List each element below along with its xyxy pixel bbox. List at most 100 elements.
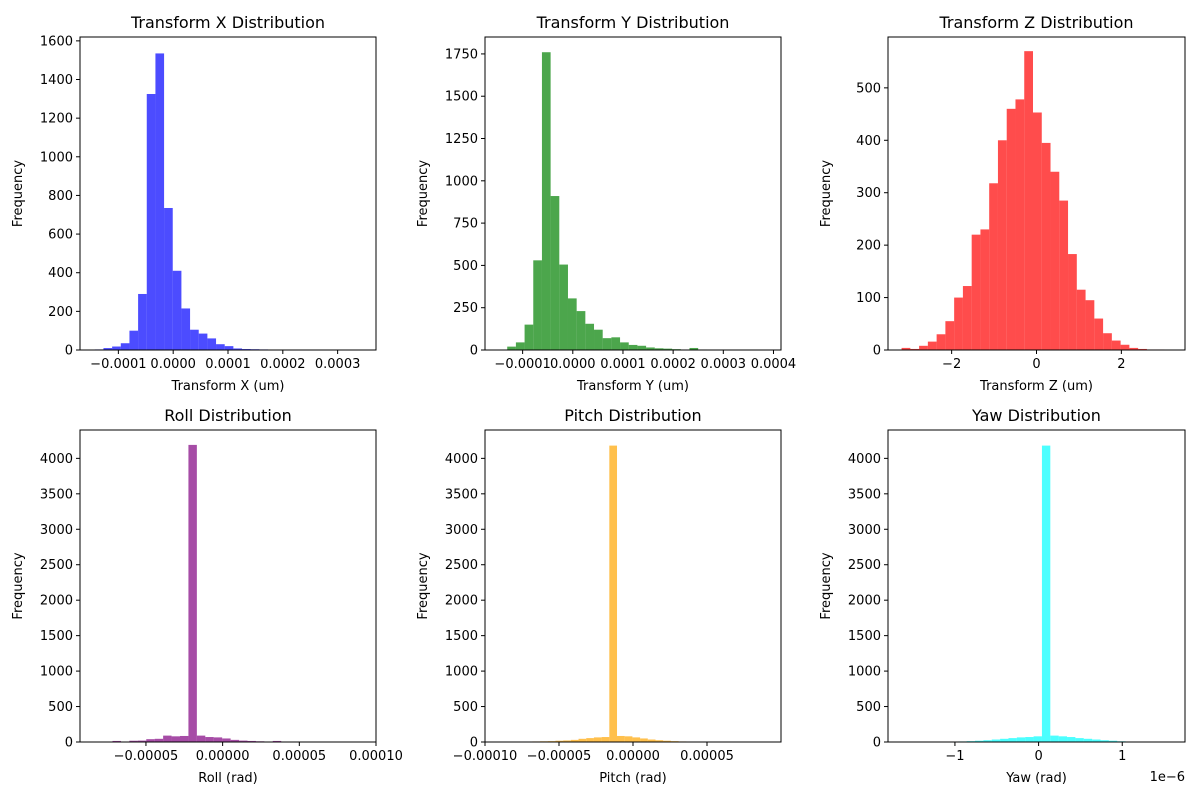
histogram-panel-1: 0 200 400 600 800 1000 1200 1400 1600 −0.0001 0.00… xyxy=(11,13,377,394)
x-tick-label: 0 xyxy=(1032,357,1040,372)
y-tick-label: 0 xyxy=(873,736,881,751)
histogram-bar xyxy=(164,207,173,350)
histogram-bar xyxy=(533,260,542,350)
histogram-bar xyxy=(637,345,647,350)
histogram-bar xyxy=(1033,736,1042,742)
y-tick-label: 0 xyxy=(470,736,478,751)
histogram-bar xyxy=(507,346,516,350)
histogram-bar xyxy=(632,737,641,742)
bars xyxy=(924,445,1160,742)
histogram-bar xyxy=(1100,740,1109,742)
histogram-bar xyxy=(233,348,243,350)
x-tick-label: 0.0002 xyxy=(260,357,306,372)
bars xyxy=(901,51,1165,351)
histogram-bar xyxy=(188,444,197,742)
x-tick-label: 0.0003 xyxy=(315,357,361,372)
histogram-bar xyxy=(112,740,121,742)
histogram-bar xyxy=(1006,108,1016,350)
histogram-bar xyxy=(1041,445,1051,742)
y-tick-label: 250 xyxy=(453,301,478,316)
histogram-bar xyxy=(190,329,199,350)
histogram-bar xyxy=(1075,738,1084,742)
y-tick-label: 1000 xyxy=(40,665,73,680)
histogram-bar xyxy=(1032,112,1042,350)
y-tick-label: 2500 xyxy=(40,558,73,573)
histogram-bar xyxy=(1092,739,1101,742)
x-tick-label: 0.00000 xyxy=(196,749,250,764)
axes-frame xyxy=(79,36,377,351)
histogram-bar xyxy=(975,740,984,742)
histogram-bar xyxy=(1108,740,1118,742)
y-tick-label: 800 xyxy=(48,189,73,204)
x-tick-label: 0.0002 xyxy=(650,357,696,372)
histogram-bar xyxy=(1068,254,1077,350)
y-tick-label: 2500 xyxy=(848,558,881,573)
y-tick-label: 500 xyxy=(48,700,73,715)
histogram-bar xyxy=(624,736,633,742)
histogram-bar xyxy=(1120,344,1130,350)
histogram-bar xyxy=(550,196,560,350)
histogram-bar xyxy=(927,341,937,350)
y-tick-label: 3500 xyxy=(40,487,73,502)
histogram-bar xyxy=(1094,318,1104,350)
x-tick-label: −0.00005 xyxy=(114,749,179,764)
x-tick-label: 1 xyxy=(1118,749,1126,764)
y-tick-label: 750 xyxy=(453,217,478,232)
x-tick-label: 0.00010 xyxy=(349,749,403,764)
histogram-bar xyxy=(576,311,586,350)
x-axis-label: Transform X (um) xyxy=(171,379,285,394)
y-tick-label: 3000 xyxy=(40,523,73,538)
histogram-bar xyxy=(578,738,587,742)
histogram-bar xyxy=(272,740,282,742)
histogram-bar xyxy=(609,445,618,742)
y-tick-label: 1000 xyxy=(445,665,478,680)
x-tick-label: −0.00005 xyxy=(527,749,592,764)
y-tick-label: 0 xyxy=(873,344,881,359)
histogram-bar xyxy=(663,348,673,350)
y-axis-label: Frequency xyxy=(819,552,834,619)
y-tick-label: 4000 xyxy=(848,452,881,467)
y-tick-label: 1200 xyxy=(40,112,73,127)
histogram-bar xyxy=(663,740,671,742)
histogram-bar xyxy=(954,297,963,350)
histogram-bar xyxy=(207,338,217,350)
histogram-bar xyxy=(1138,348,1147,350)
histogram-bar xyxy=(655,740,664,742)
histogram-bar xyxy=(129,330,139,350)
x-tick-label: 0.00000 xyxy=(606,749,660,764)
x-tick-label: −1 xyxy=(945,749,964,764)
chart-title: Transform Y Distribution xyxy=(536,13,730,32)
y-tick-label: 1600 xyxy=(40,34,73,49)
y-tick-label: 400 xyxy=(856,134,881,149)
histogram-bar xyxy=(120,343,130,350)
histogram-bar xyxy=(224,346,234,350)
y-tick-label: 0 xyxy=(470,344,478,359)
y-tick-label: 1500 xyxy=(445,629,478,644)
histogram-bar xyxy=(640,738,648,742)
y-tick-label: 500 xyxy=(453,259,478,274)
y-tick-label: 1500 xyxy=(848,629,881,644)
histogram-bar xyxy=(138,293,147,350)
axes-frame xyxy=(79,429,377,743)
x-tick-label: 0.0001 xyxy=(205,357,251,372)
y-tick-label: 1750 xyxy=(445,47,478,62)
histogram-bar xyxy=(617,735,625,742)
histogram-bar xyxy=(901,347,911,350)
chart-title: Yaw Distribution xyxy=(971,406,1101,425)
histogram-bar xyxy=(628,344,638,350)
histogram-bar xyxy=(563,740,571,742)
histogram-bar xyxy=(997,140,1007,350)
histogram-bar xyxy=(515,342,525,350)
x-axis-offset-label: 1e−6 xyxy=(1150,770,1185,785)
chart-title: Roll Distribution xyxy=(164,406,292,425)
y-tick-label: 2000 xyxy=(445,594,478,609)
y-tick-label: 3000 xyxy=(445,523,478,538)
y-tick-label: 400 xyxy=(48,266,73,281)
histogram-bar xyxy=(1111,340,1121,350)
histogram-bar xyxy=(593,737,602,742)
histogram-bar xyxy=(171,736,180,742)
histogram-bar xyxy=(129,740,138,742)
histogram-bar xyxy=(1041,142,1051,350)
histogram-bar xyxy=(524,324,534,350)
